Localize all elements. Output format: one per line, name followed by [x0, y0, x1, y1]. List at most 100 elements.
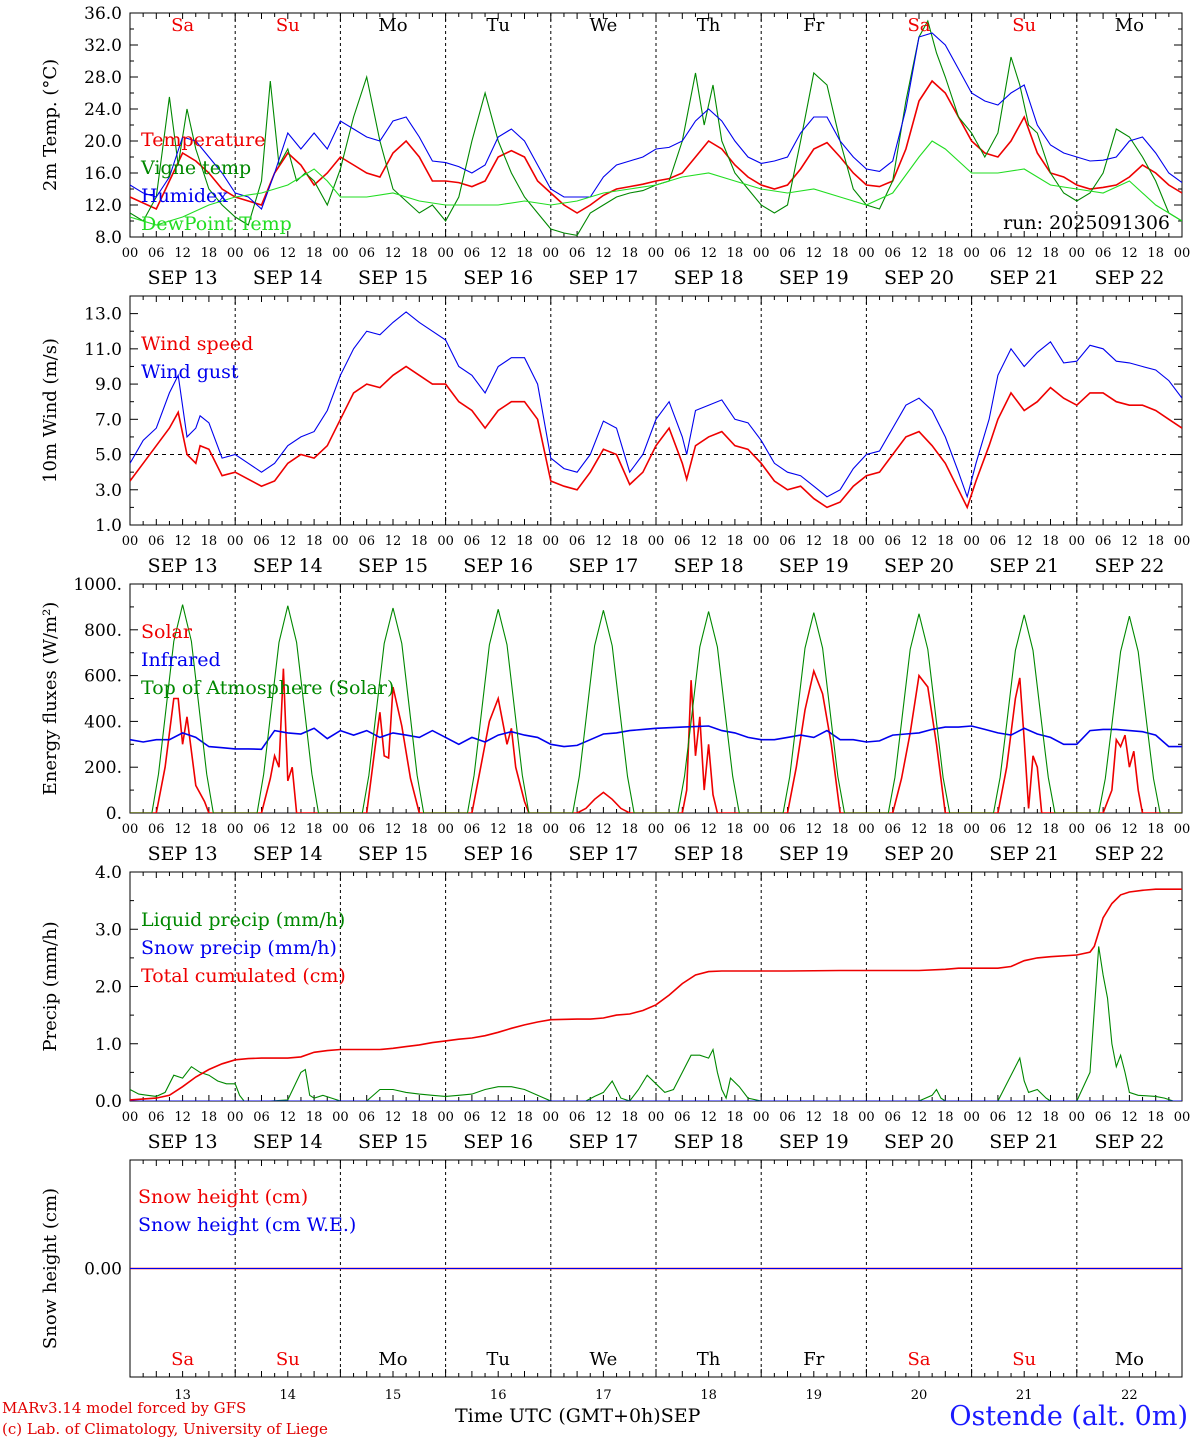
hour-tick-label: 06: [1095, 534, 1112, 549]
day-number-label: 15: [385, 1388, 402, 1403]
hour-tick-label: 06: [464, 534, 481, 549]
y-tick-label: 16.0: [84, 164, 122, 184]
hour-tick-label: 18: [201, 246, 218, 261]
hour-tick-label: 00: [332, 1110, 349, 1125]
legend-entry: Temperature: [141, 129, 265, 151]
hour-tick-label: 00: [122, 1110, 139, 1125]
hour-tick-label: 18: [1042, 1110, 1059, 1125]
hour-tick-label: 06: [990, 534, 1007, 549]
legend-entry: Humidex: [141, 185, 228, 207]
date-label: SEP 20: [884, 555, 954, 577]
hour-tick-label: 18: [727, 822, 744, 837]
y-tick-label: 20.0: [84, 132, 122, 152]
hour-tick-label: 12: [911, 246, 928, 261]
legend-entry: Total cumulated (cm): [141, 965, 346, 987]
date-label: SEP 13: [148, 555, 218, 577]
date-label: SEP 20: [884, 1131, 954, 1153]
hour-tick-label: 06: [464, 822, 481, 837]
hour-tick-label: 06: [779, 822, 796, 837]
hour-tick-label: 00: [648, 1110, 665, 1125]
date-label: SEP 17: [568, 1131, 638, 1153]
y-axis-label: Precip (mm/h): [40, 921, 61, 1051]
hour-tick-label: 00: [858, 1110, 875, 1125]
hour-tick-label: 00: [543, 246, 560, 261]
weekday-label: Su: [276, 15, 300, 36]
date-label: SEP 14: [253, 1131, 323, 1153]
hour-tick-label: 12: [174, 822, 191, 837]
hour-tick-label: 06: [779, 534, 796, 549]
date-label: SEP 19: [779, 267, 849, 289]
day-number-label: 20: [911, 1388, 928, 1403]
weekday-label: Su: [1012, 15, 1036, 36]
hour-tick-label: 12: [1016, 1110, 1033, 1125]
date-label: SEP 16: [463, 843, 533, 865]
hour-tick-label: 18: [1042, 534, 1059, 549]
hour-tick-label: 12: [174, 534, 191, 549]
y-tick-label: 5.0: [95, 446, 122, 466]
y-tick-label: 0.0: [95, 1092, 122, 1112]
hour-tick-label: 06: [358, 534, 375, 549]
hour-tick-label: 12: [280, 1110, 297, 1125]
y-tick-label: 13.0: [84, 305, 122, 325]
date-label: SEP 13: [148, 1131, 218, 1153]
date-label: SEP 21: [989, 267, 1059, 289]
legend-entry: Wind gust: [141, 361, 239, 383]
hour-tick-label: 18: [937, 1110, 954, 1125]
hour-tick-label: 12: [1121, 822, 1138, 837]
hour-tick-label: 00: [332, 822, 349, 837]
hour-tick-label: 00: [753, 246, 770, 261]
hour-tick-label: 00: [963, 822, 980, 837]
hour-tick-label: 12: [385, 1110, 402, 1125]
y-tick-label: 1.0: [95, 516, 122, 536]
hour-tick-label: 12: [174, 1110, 191, 1125]
panel-4: 0.0 1.0 2.0 3.0 4.0 Precip (mm/h) Liquid preci…: [40, 863, 1190, 1153]
hour-tick-label: 00: [753, 534, 770, 549]
panel-2: 1.0 3.0 5.0 7.0 9.0 11.0 13.0 10m Wind (m/s) Win…: [40, 295, 1190, 577]
hour-tick-label: 00: [1069, 246, 1086, 261]
day-number-label: 16: [490, 1388, 507, 1403]
legend-entry: Liquid precip (mm/h): [141, 909, 345, 931]
series-line-solar: [130, 668, 1182, 813]
y-tick-label: 1.0: [95, 1035, 122, 1055]
weekday-label: Su: [276, 1349, 300, 1370]
hour-tick-label: 06: [569, 822, 586, 837]
hour-tick-label: 06: [569, 534, 586, 549]
hour-tick-label: 06: [148, 246, 165, 261]
hour-tick-label: 00: [963, 1110, 980, 1125]
hour-tick-label: 00: [227, 822, 244, 837]
weekday-label: Th: [697, 15, 721, 36]
weekday-label: Tu: [486, 15, 510, 36]
date-label: SEP 15: [358, 1131, 428, 1153]
hour-tick-label: 06: [674, 822, 691, 837]
hour-tick-label: 06: [148, 1110, 165, 1125]
date-label: SEP 14: [253, 267, 323, 289]
hour-tick-label: 12: [911, 1110, 928, 1125]
hour-tick-label: 06: [884, 822, 901, 837]
series-line-top-of-atmosphere-solar: [130, 604, 1182, 813]
hour-tick-label: 18: [201, 534, 218, 549]
hour-tick-label: 06: [569, 1110, 586, 1125]
hour-tick-label: 00: [543, 534, 560, 549]
weekday-label: Mo: [1115, 1349, 1144, 1370]
lab-credit: (c) Lab. of Climatology, University of L…: [2, 1420, 328, 1438]
y-tick-label: 32.0: [84, 36, 122, 56]
hour-tick-label: 06: [464, 246, 481, 261]
date-label: SEP 18: [674, 843, 744, 865]
hour-tick-label: 06: [148, 534, 165, 549]
hour-tick-label: 18: [411, 534, 428, 549]
hour-tick-label: 18: [621, 534, 638, 549]
hour-tick-label: 00: [753, 1110, 770, 1125]
hour-tick-label: 18: [832, 822, 849, 837]
hour-tick-label: 12: [911, 822, 928, 837]
series-line-dewpoint-temp: [130, 140, 1182, 226]
date-label: SEP 22: [1094, 555, 1164, 577]
date-label: SEP 19: [779, 555, 849, 577]
date-label: SEP 22: [1094, 1131, 1164, 1153]
panel-3: 0. 200. 400. 600. 800. 1000. Energy fluxes (W/…: [40, 575, 1190, 865]
weekday-label: Tu: [486, 1349, 510, 1370]
legend-entry: Solar: [141, 621, 193, 643]
hour-tick-label: 18: [937, 246, 954, 261]
hour-tick-label: 12: [700, 534, 717, 549]
day-number-label: 21: [1016, 1388, 1033, 1403]
